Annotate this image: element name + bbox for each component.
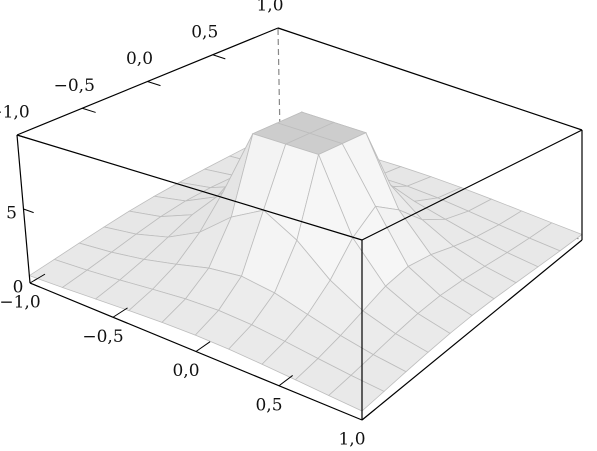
- y-tick: [277, 27, 291, 33]
- x-tick-label: 0,0: [172, 361, 199, 381]
- y-tick: [82, 107, 96, 113]
- x-tick-label: −0,5: [82, 327, 123, 347]
- y-tick: [16, 134, 31, 140]
- y-tick: [147, 81, 161, 87]
- z-tick: [23, 208, 34, 214]
- x-tick-label: 1,0: [338, 430, 365, 450]
- y-tick-label: −0,5: [54, 76, 95, 96]
- y-tick-label: 0,0: [126, 49, 153, 69]
- box-edge: [361, 129, 583, 241]
- x-tick: [278, 375, 293, 387]
- y-tick: [212, 54, 226, 60]
- z-tick-label: 0: [13, 278, 24, 298]
- y-tick-label: −1,0: [0, 103, 30, 123]
- box-edge: [277, 27, 583, 131]
- z-tick-label: 5: [6, 204, 17, 224]
- box-edge: [16, 134, 363, 241]
- y-tick-label: 0,5: [191, 22, 218, 42]
- x-tick-label: 0,5: [255, 395, 282, 415]
- y-tick-label: 1,0: [256, 0, 283, 16]
- x-tick: [112, 307, 128, 318]
- x-tick: [361, 408, 376, 421]
- box-edge: [277, 27, 281, 136]
- box-front: −1,0 −0,5 0,0 0,5 1,0 −1,0 −0,5 0,0 0,5 1,0 0 5: [0, 0, 583, 450]
- surface: [28, 111, 583, 412]
- z-tick: [29, 282, 41, 288]
- x-tick: [195, 341, 211, 352]
- box-edge: [361, 239, 583, 421]
- x-tick-label: −1,0: [0, 293, 41, 313]
- surface-patch: [328, 374, 385, 412]
- x-tick: [29, 273, 46, 284]
